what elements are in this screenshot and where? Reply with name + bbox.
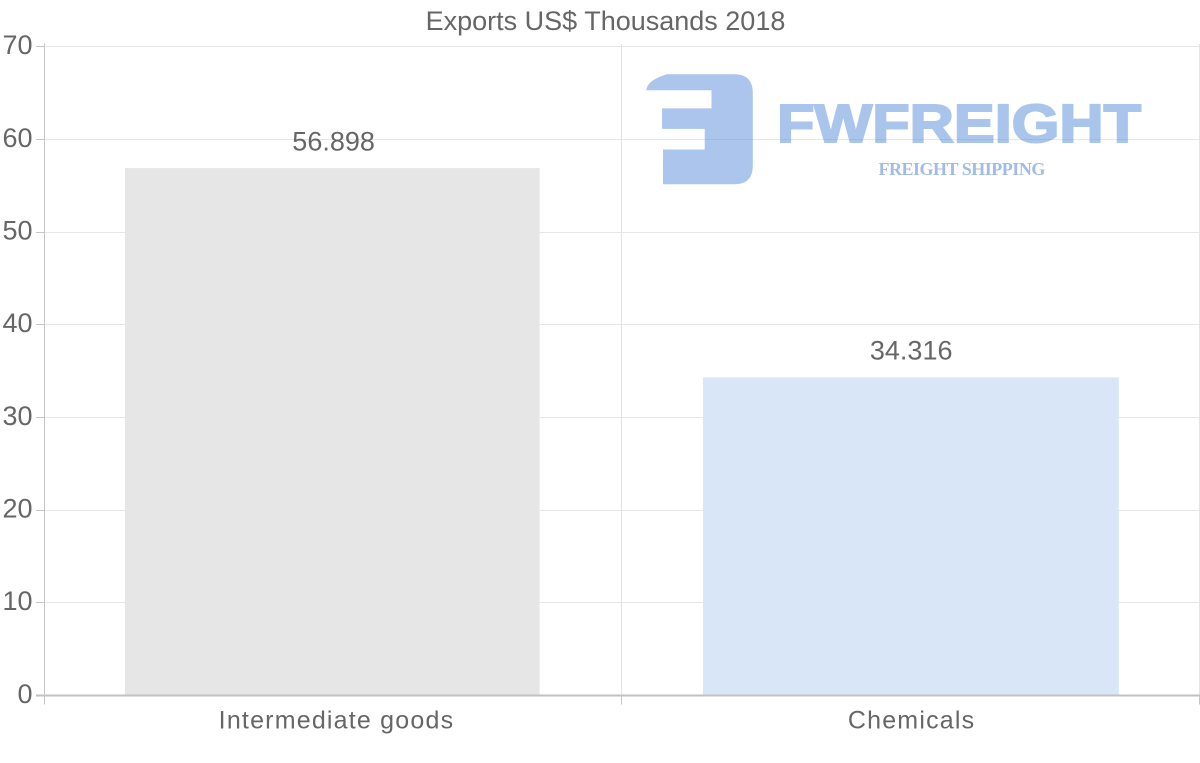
svg-text:Exports US$ Thousands 2018: Exports US$ Thousands 2018 <box>426 6 786 36</box>
svg-text:60: 60 <box>2 123 32 153</box>
svg-text:FWFREIGHT: FWFREIGHT <box>777 95 1141 154</box>
svg-text:70: 70 <box>2 30 32 60</box>
svg-text:Intermediate goods: Intermediate goods <box>219 707 455 735</box>
svg-text:30: 30 <box>2 401 32 431</box>
svg-text:10: 10 <box>2 586 32 616</box>
svg-text:50: 50 <box>2 216 32 246</box>
svg-text:Chemicals: Chemicals <box>848 707 976 735</box>
svg-text:40: 40 <box>2 308 32 338</box>
svg-text:0: 0 <box>17 679 32 709</box>
svg-text:20: 20 <box>2 494 32 524</box>
svg-text:FREIGHT SHIPPING: FREIGHT SHIPPING <box>878 159 1045 179</box>
svg-text:34.316: 34.316 <box>870 335 953 365</box>
svg-text:56.898: 56.898 <box>292 127 375 157</box>
